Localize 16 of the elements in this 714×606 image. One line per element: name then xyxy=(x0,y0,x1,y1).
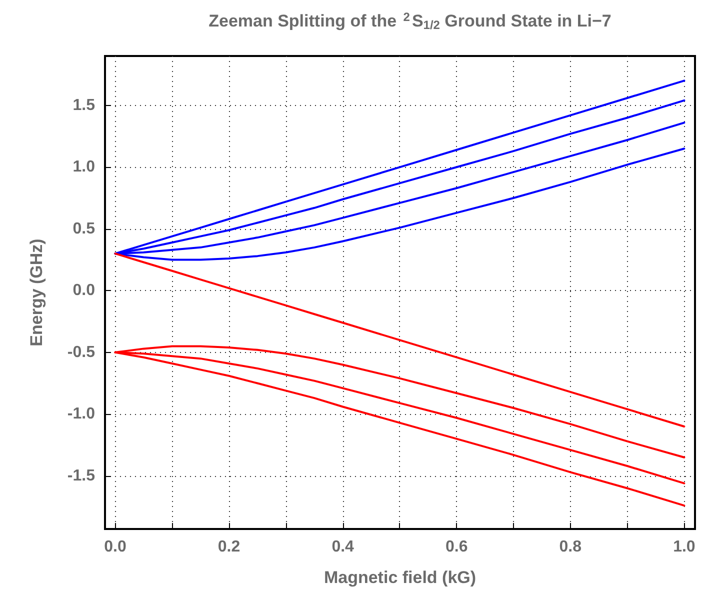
x-tick-label: 0.0 xyxy=(104,538,126,556)
x-tick-label: 0.8 xyxy=(559,538,582,556)
y-tick-label: -1.5 xyxy=(67,467,96,484)
y-tick-label: 1.5 xyxy=(72,96,96,114)
y-tick-label: -1.0 xyxy=(67,406,96,423)
line-series xyxy=(114,252,686,428)
x-tick-label: 0.4 xyxy=(332,538,354,556)
y-tick-label: -0.5 xyxy=(67,344,96,361)
y-tick-label: 0.5 xyxy=(72,220,96,238)
x-tick-label: 1.0 xyxy=(673,538,696,556)
x-axis-title: Magnetic field (kG) xyxy=(324,568,476,587)
y-tick-label: 1.0 xyxy=(72,158,96,176)
x-tick-label: 0.2 xyxy=(218,538,240,556)
y-tick-label: 0.0 xyxy=(72,282,96,300)
y-axis-title: Energy (GHz) xyxy=(27,238,46,346)
x-tick-label: 0.6 xyxy=(445,538,468,556)
